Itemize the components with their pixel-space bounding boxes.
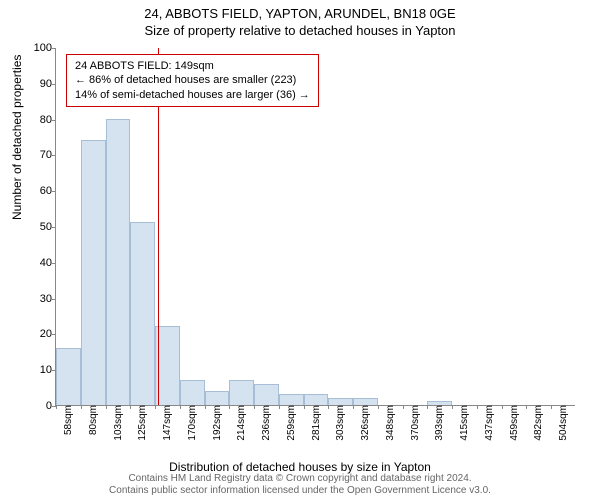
ytick-mark	[52, 334, 56, 335]
xtick-mark	[526, 405, 527, 409]
xtick-mark	[304, 405, 305, 409]
bar	[81, 140, 106, 405]
bar	[304, 394, 329, 405]
xtick-mark	[353, 405, 354, 409]
footer-attribution: Contains HM Land Registry data © Crown c…	[0, 473, 600, 497]
xtick-mark	[477, 405, 478, 409]
ytick-mark	[52, 120, 56, 121]
bar	[106, 119, 131, 405]
bar	[155, 326, 180, 405]
xtick-mark	[56, 405, 57, 409]
xtick-mark	[502, 405, 503, 409]
xtick-label: 236sqm	[257, 405, 272, 441]
bar	[130, 222, 155, 405]
info-box-line1: 24 ABBOTS FIELD: 149sqm	[75, 59, 310, 73]
xtick-mark	[254, 405, 255, 409]
info-box-line3: 14% of semi-detached houses are larger (…	[75, 88, 310, 102]
xtick-label: 259sqm	[282, 405, 297, 441]
footer-line1: Contains HM Land Registry data © Crown c…	[0, 473, 600, 485]
xtick-label: 103sqm	[109, 405, 124, 441]
xtick-label: 348sqm	[381, 405, 396, 441]
xtick-label: 58sqm	[59, 405, 74, 435]
xtick-mark	[81, 405, 82, 409]
xtick-label: 192sqm	[208, 405, 223, 441]
xtick-mark	[130, 405, 131, 409]
ytick-mark	[52, 84, 56, 85]
xtick-mark	[328, 405, 329, 409]
y-axis-label: Number of detached properties	[10, 55, 24, 220]
xtick-mark	[403, 405, 404, 409]
bar	[229, 380, 254, 405]
xtick-label: 170sqm	[183, 405, 198, 441]
title-sub: Size of property relative to detached ho…	[0, 21, 600, 38]
xtick-mark	[279, 405, 280, 409]
xtick-label: 281sqm	[307, 405, 322, 441]
xtick-label: 80sqm	[84, 405, 99, 435]
xtick-mark	[229, 405, 230, 409]
ytick-mark	[52, 299, 56, 300]
xtick-mark	[452, 405, 453, 409]
bar	[279, 394, 304, 405]
xtick-mark	[155, 405, 156, 409]
xtick-mark	[551, 405, 552, 409]
title-main: 24, ABBOTS FIELD, YAPTON, ARUNDEL, BN18 …	[0, 0, 600, 21]
xtick-mark	[378, 405, 379, 409]
xtick-mark	[427, 405, 428, 409]
footer-line2: Contains public sector information licen…	[0, 485, 600, 497]
xtick-label: 326sqm	[356, 405, 371, 441]
xtick-label: 504sqm	[554, 405, 569, 441]
xtick-label: 214sqm	[232, 405, 247, 441]
x-axis-label: Distribution of detached houses by size …	[0, 460, 600, 474]
xtick-label: 370sqm	[406, 405, 421, 441]
bar	[254, 384, 279, 405]
bar	[353, 398, 378, 405]
chart-area: 010203040506070809010058sqm80sqm103sqm12…	[55, 48, 575, 406]
bar	[328, 398, 353, 405]
xtick-mark	[106, 405, 107, 409]
xtick-label: 393sqm	[430, 405, 445, 441]
xtick-label: 482sqm	[529, 405, 544, 441]
xtick-mark	[205, 405, 206, 409]
info-box: 24 ABBOTS FIELD: 149sqm← 86% of detached…	[66, 54, 319, 107]
xtick-mark	[180, 405, 181, 409]
xtick-label: 415sqm	[455, 405, 470, 441]
ytick-mark	[52, 48, 56, 49]
ytick-mark	[52, 191, 56, 192]
bar	[180, 380, 205, 405]
info-box-line2: ← 86% of detached houses are smaller (22…	[75, 73, 310, 87]
ytick-mark	[52, 227, 56, 228]
xtick-label: 147sqm	[158, 405, 173, 441]
ytick-mark	[52, 263, 56, 264]
ytick-mark	[52, 155, 56, 156]
xtick-label: 437sqm	[480, 405, 495, 441]
bar	[205, 391, 230, 405]
xtick-label: 303sqm	[331, 405, 346, 441]
xtick-label: 125sqm	[133, 405, 148, 441]
bar	[56, 348, 81, 405]
xtick-label: 459sqm	[505, 405, 520, 441]
